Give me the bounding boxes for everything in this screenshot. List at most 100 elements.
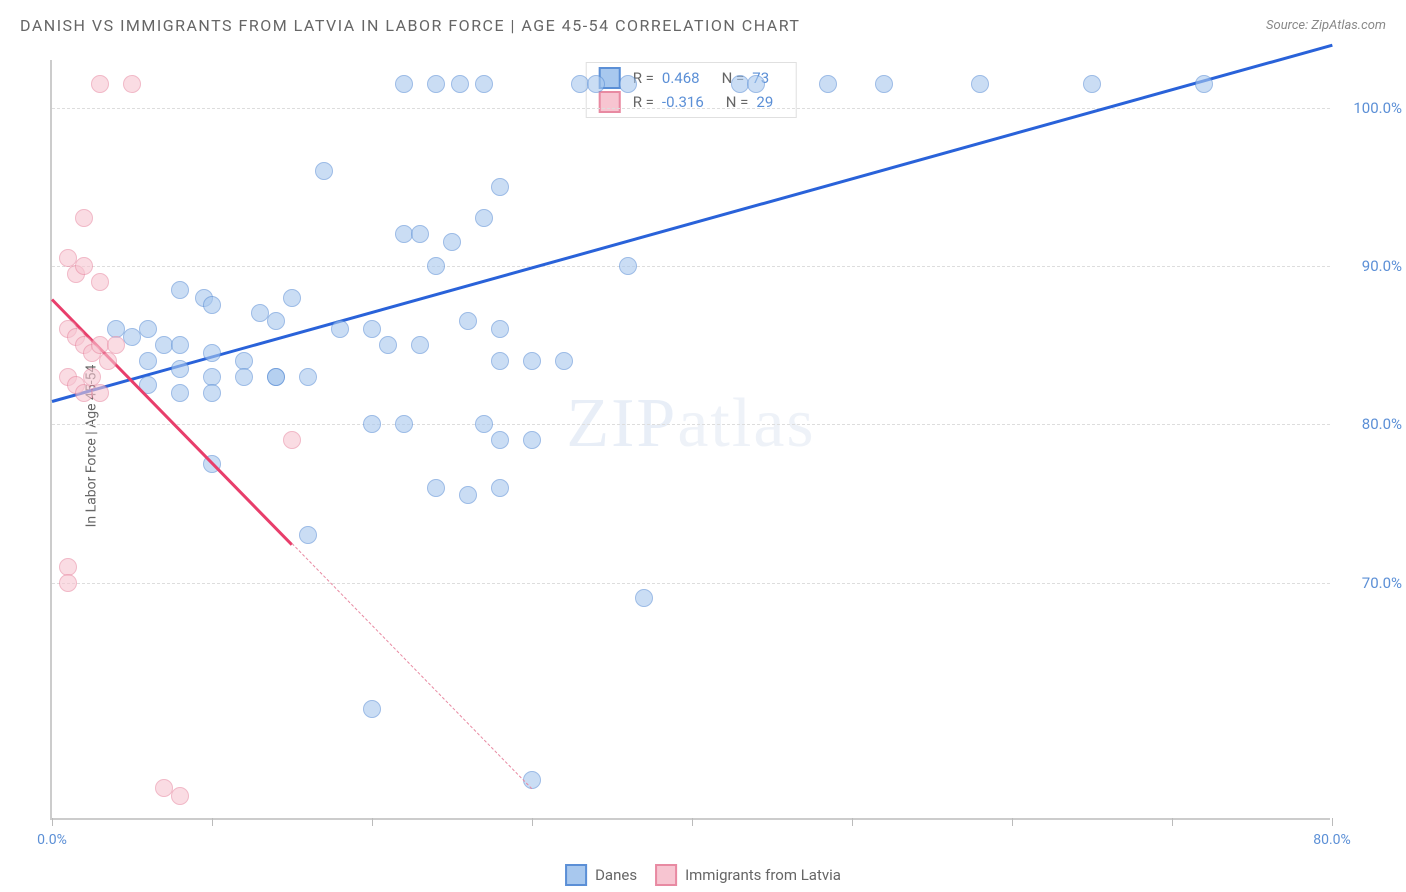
data-point-latvia: [283, 431, 301, 449]
gridline: [52, 424, 1330, 425]
x-tick-label: 80.0%: [1313, 832, 1351, 848]
data-point-danes: [971, 75, 989, 93]
data-point-danes: [267, 368, 285, 386]
data-point-danes: [459, 486, 477, 504]
data-point-danes: [171, 360, 189, 378]
data-point-danes: [451, 75, 469, 93]
data-point-danes: [523, 431, 541, 449]
data-point-danes: [235, 368, 253, 386]
data-point-danes: [619, 257, 637, 275]
data-point-danes: [171, 336, 189, 354]
data-point-danes: [475, 209, 493, 227]
data-point-danes: [523, 352, 541, 370]
x-tick: [212, 818, 213, 826]
x-tick: [852, 818, 853, 826]
data-point-danes: [139, 352, 157, 370]
stats-legend: R =0.468N =73R =-0.316N =29: [586, 62, 797, 118]
data-point-danes: [283, 289, 301, 307]
gridline: [52, 583, 1330, 584]
data-point-danes: [555, 352, 573, 370]
y-tick-label: 90.0%: [1362, 257, 1402, 275]
source-attribution: Source: ZipAtlas.com: [1266, 18, 1386, 33]
data-point-latvia: [99, 352, 117, 370]
r-value: 0.468: [662, 69, 700, 87]
data-point-danes: [523, 771, 541, 789]
y-tick-label: 70.0%: [1362, 574, 1402, 592]
data-point-danes: [427, 75, 445, 93]
data-point-danes: [459, 312, 477, 330]
x-tick: [1332, 818, 1333, 826]
data-point-latvia: [91, 273, 109, 291]
data-point-danes: [363, 320, 381, 338]
legend-swatch: [599, 91, 621, 113]
x-tick: [52, 818, 53, 826]
chart-header: DANISH VS IMMIGRANTS FROM LATVIA IN LABO…: [0, 0, 1406, 50]
data-point-danes: [203, 344, 221, 362]
data-point-danes: [491, 320, 509, 338]
data-point-danes: [635, 589, 653, 607]
x-tick: [1172, 818, 1173, 826]
series-legend: Danes Immigrants from Latvia: [565, 864, 841, 886]
legend-label: Danes: [595, 866, 637, 884]
data-point-latvia: [91, 75, 109, 93]
trend-line-extrapolated: [292, 543, 533, 789]
data-point-danes: [819, 75, 837, 93]
data-point-danes: [1195, 75, 1213, 93]
data-point-danes: [491, 431, 509, 449]
trend-line: [51, 298, 293, 546]
data-point-danes: [395, 75, 413, 93]
data-point-latvia: [171, 787, 189, 805]
gridline: [52, 266, 1330, 267]
data-point-danes: [331, 320, 349, 338]
data-point-latvia: [91, 384, 109, 402]
data-point-danes: [203, 296, 221, 314]
x-tick: [692, 818, 693, 826]
data-point-latvia: [123, 75, 141, 93]
y-tick-label: 80.0%: [1362, 415, 1402, 433]
data-point-danes: [139, 320, 157, 338]
data-point-danes: [443, 233, 461, 251]
stats-legend-row: R =-0.316N =29: [599, 91, 784, 113]
x-tick: [1012, 818, 1013, 826]
data-point-danes: [171, 281, 189, 299]
data-point-danes: [475, 415, 493, 433]
data-point-latvia: [75, 209, 93, 227]
data-point-danes: [363, 415, 381, 433]
scatter-plot-area: ZIPatlas R =0.468N =73R =-0.316N =29 70.…: [50, 60, 1330, 820]
legend-swatch: [565, 864, 587, 886]
legend-label: Immigrants from Latvia: [685, 866, 841, 884]
data-point-danes: [299, 526, 317, 544]
data-point-danes: [171, 384, 189, 402]
x-tick: [532, 818, 533, 826]
x-tick: [372, 818, 373, 826]
data-point-latvia: [107, 336, 125, 354]
data-point-danes: [315, 162, 333, 180]
data-point-danes: [427, 257, 445, 275]
data-point-danes: [491, 352, 509, 370]
data-point-danes: [491, 479, 509, 497]
gridline: [52, 108, 1330, 109]
legend-item: Immigrants from Latvia: [655, 864, 841, 886]
data-point-danes: [363, 700, 381, 718]
data-point-danes: [395, 415, 413, 433]
data-point-danes: [267, 312, 285, 330]
data-point-danes: [203, 384, 221, 402]
legend-swatch: [655, 864, 677, 886]
data-point-danes: [379, 336, 397, 354]
data-point-danes: [747, 75, 765, 93]
data-point-latvia: [75, 257, 93, 275]
data-point-danes: [587, 75, 605, 93]
data-point-danes: [411, 336, 429, 354]
data-point-danes: [411, 225, 429, 243]
data-point-danes: [875, 75, 893, 93]
data-point-latvia: [59, 574, 77, 592]
data-point-danes: [619, 75, 637, 93]
legend-item: Danes: [565, 864, 637, 886]
x-tick-label: 0.0%: [37, 832, 67, 848]
data-point-danes: [475, 75, 493, 93]
data-point-danes: [1083, 75, 1101, 93]
data-point-danes: [299, 368, 317, 386]
chart-title: DANISH VS IMMIGRANTS FROM LATVIA IN LABO…: [20, 16, 800, 35]
data-point-danes: [491, 178, 509, 196]
y-tick-label: 100.0%: [1353, 99, 1402, 117]
